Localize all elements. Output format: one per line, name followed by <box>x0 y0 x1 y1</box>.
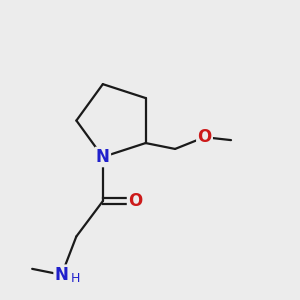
Text: O: O <box>197 128 212 146</box>
Text: H: H <box>71 272 80 285</box>
Text: O: O <box>128 192 142 210</box>
Text: N: N <box>96 148 110 166</box>
Text: N: N <box>55 266 69 284</box>
